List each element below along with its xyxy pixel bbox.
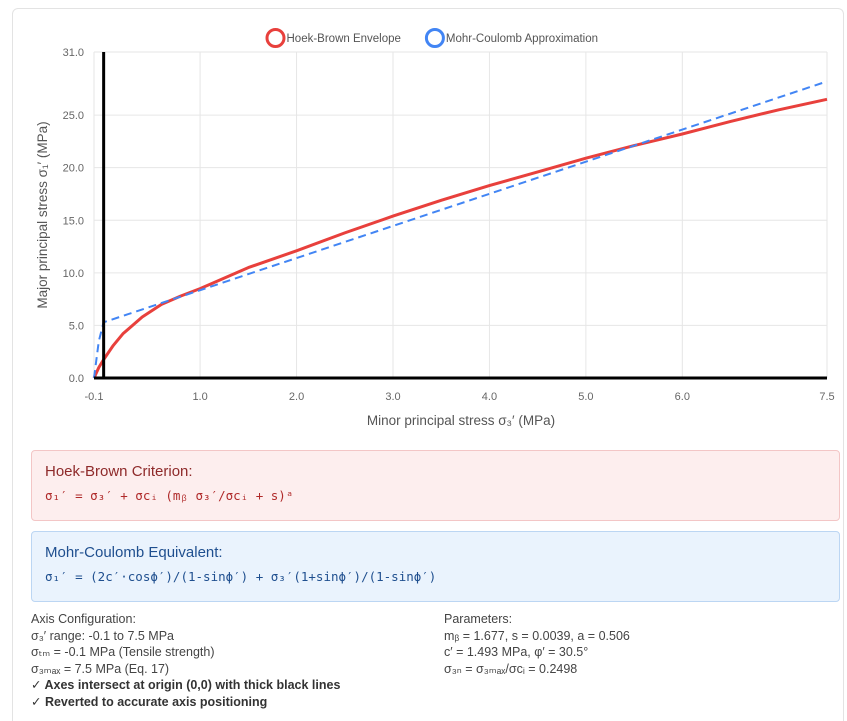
y-tick-label: 10.0 [63, 268, 84, 280]
y-tick-label: 31.0 [63, 47, 84, 59]
legend-mohr-coulomb-marker [424, 28, 445, 48]
parameter-line: mᵦ = 1.677, s = 0.0039, a = 0.506 [444, 628, 630, 643]
mohr-coulomb-line [93, 80, 828, 379]
hoek-brown-title: Hoek-Brown Criterion: [45, 463, 193, 480]
hoek-brown-formula: σ₁′ = σ₃′ + σcᵢ (mᵦ σ₃′/σcᵢ + s)ᵃ [45, 488, 294, 503]
parameters: Parameters: mᵦ = 1.677, s = 0.0039, a = … [444, 611, 630, 677]
tick-labels: -0.1 1.0 2.0 3.0 4.0 5.0 6.0 7.5 0.0 5.0 10.0 15.0 2… [63, 47, 835, 403]
x-tick-label: 5.0 [578, 391, 593, 403]
y-tick-label: 20.0 [63, 163, 84, 175]
y-tick-label: 25.0 [63, 110, 84, 122]
x-axis-label: Minor principal stress σ₃′ (MPa) [367, 413, 555, 428]
y-axis-label: Major principal stress σ₁′ (MPa) [35, 121, 50, 308]
axis-config-line: σ₃ₘₐₓ = 7.5 MPa (Eq. 17) [31, 661, 170, 676]
parameters-heading: Parameters: [444, 612, 513, 626]
axis-config-heading: Axis Configuration: [31, 612, 136, 626]
x-tick-label: -0.1 [85, 391, 104, 403]
hoek-brown-line [92, 97, 828, 379]
axis-config-check: ✓ Reverted to accurate axis positioning [31, 694, 268, 709]
axis-config-line: σ₃′ range: -0.1 to 7.5 MPa [31, 628, 174, 643]
x-tick-label: 7.5 [819, 391, 834, 403]
series-lines [92, 80, 828, 379]
x-tick-label: 6.0 [675, 391, 690, 403]
mohr-coulomb-panel: Mohr-Coulomb Equivalent: σ₁′ = (2c′·cosϕ… [31, 531, 840, 602]
y-tick-label: 0.0 [69, 373, 84, 385]
x-tick-label: 1.0 [192, 391, 207, 403]
stress-chart: -0.1 1.0 2.0 3.0 4.0 5.0 6.0 7.5 0.0 5.0 10.0 15.0 2… [35, 28, 835, 428]
legend-hoek-brown-label: Hoek-Brown Envelope [287, 33, 401, 45]
parameter-line: c′ = 1.493 MPa, φ′ = 30.5° [444, 645, 589, 659]
axis-config-line: σₜₘ = -0.1 MPa (Tensile strength) [31, 645, 215, 659]
hoek-brown-panel: Hoek-Brown Criterion: σ₁′ = σ₃′ + σcᵢ (m… [31, 450, 840, 521]
legend-mohr-coulomb-label: Mohr-Coulomb Approximation [446, 33, 598, 45]
parameter-line: σ₃ₙ = σ₃ₘₐₓ/σcᵢ = 0.2498 [444, 661, 578, 676]
x-tick-label: 2.0 [289, 391, 304, 403]
legend-hoek-brown-marker [265, 28, 286, 48]
y-tick-label: 5.0 [69, 320, 84, 332]
axes [94, 52, 827, 380]
axis-configuration: Axis Configuration: σ₃′ range: -0.1 to 7… [31, 611, 340, 710]
y-tick-label: 15.0 [63, 215, 84, 227]
mohr-coulomb-title: Mohr-Coulomb Equivalent: [45, 544, 223, 561]
x-tick-label: 3.0 [385, 391, 400, 403]
mohr-coulomb-formula: σ₁′ = (2c′·cosϕ′)/(1-sinϕ′) + σ₃′(1+sinϕ… [45, 569, 437, 584]
axis-config-check: ✓ Axes intersect at origin (0,0) with th… [31, 678, 341, 692]
x-tick-label: 4.0 [482, 391, 497, 403]
grid-lines [93, 51, 828, 379]
legend: Hoek-Brown Envelope Mohr-Coulomb Approxim… [265, 28, 598, 48]
